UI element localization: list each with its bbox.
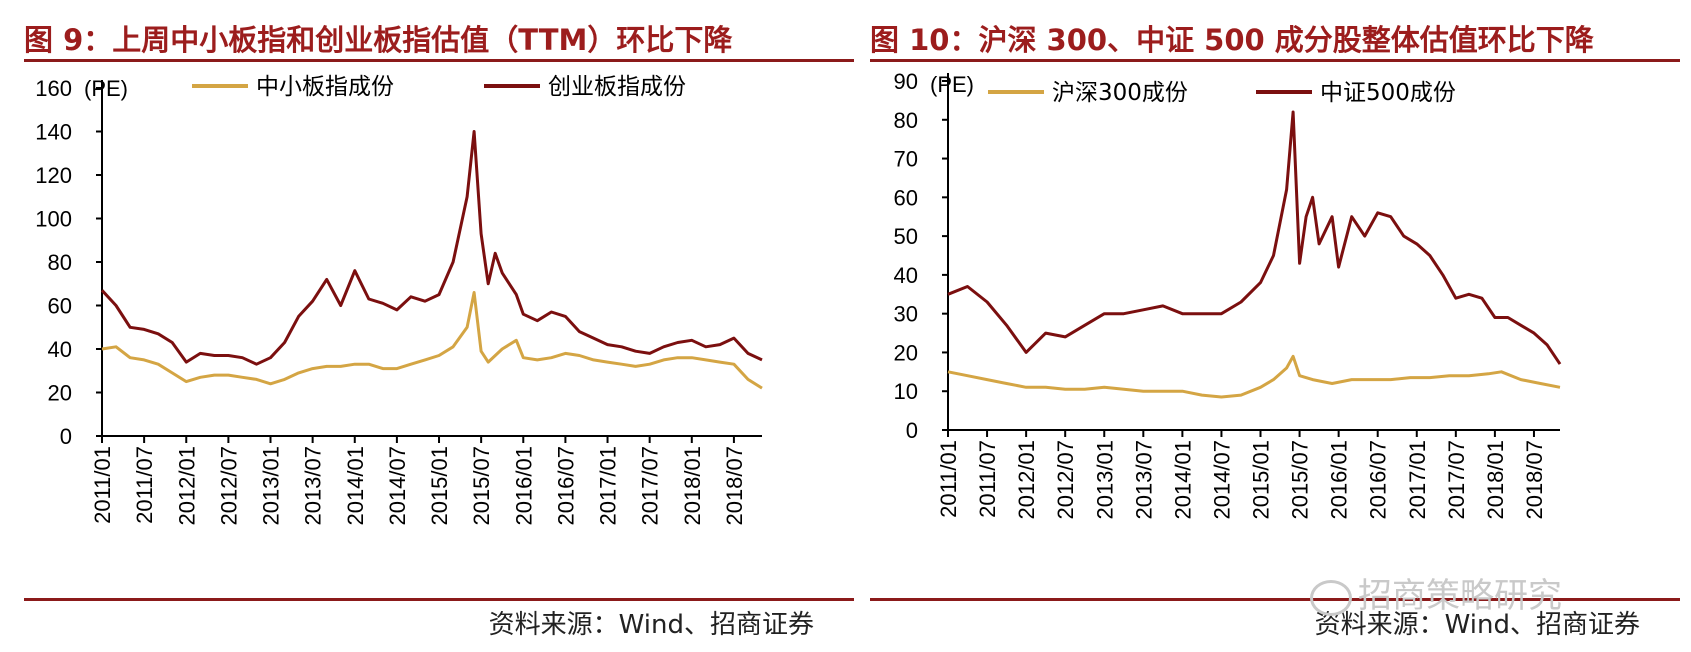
x-tick-label: 2017/07 bbox=[638, 446, 663, 526]
y-tick-label: 40 bbox=[48, 337, 72, 362]
source-rule bbox=[24, 598, 854, 601]
title-rule bbox=[24, 59, 854, 62]
x-tick-label: 2013/07 bbox=[301, 446, 326, 526]
x-tick-label: 2014/07 bbox=[385, 446, 410, 526]
x-tick-label: 2018/01 bbox=[680, 446, 705, 526]
x-tick-label: 2013/01 bbox=[1092, 440, 1117, 520]
y-tick-label: 20 bbox=[894, 340, 918, 365]
series-line-2 bbox=[947, 110, 1562, 365]
y-tick-label: 70 bbox=[894, 147, 918, 172]
x-tick-label: 2016/01 bbox=[511, 446, 536, 526]
x-tick-label: 2015/01 bbox=[427, 446, 452, 526]
figure-9-chart: 0 20 40 60 80 100 120 140 160 (PE) 2011/01 2011/07 2… bbox=[35, 74, 763, 526]
wechat-icon bbox=[1310, 579, 1352, 616]
series-line-1 bbox=[947, 354, 1561, 399]
x-tick-label: 2015/01 bbox=[1249, 440, 1274, 520]
figure-10-chart: 0 10 20 30 40 50 60 70 80 90 (PE) 2011/01 2011/07 201… bbox=[894, 69, 1562, 520]
x-tick-label: 2013/01 bbox=[259, 446, 284, 526]
series-line-1 bbox=[101, 291, 763, 390]
x-tick-label: 2016/07 bbox=[553, 446, 578, 526]
source-rule bbox=[870, 598, 1680, 601]
y-tick-label: 50 bbox=[894, 224, 918, 249]
x-tick-label: 2014/07 bbox=[1209, 440, 1234, 520]
y-tick-label: 140 bbox=[35, 120, 72, 145]
y-tick-label: 80 bbox=[48, 250, 72, 275]
x-tick-label: 2012/07 bbox=[1053, 440, 1078, 520]
watermark-text: 招商策略研究 bbox=[1358, 576, 1562, 616]
right-figure-panel: 图 10：沪深 300、中证 500 成分股整体估值环比下降 0 10 20 30 40… bbox=[870, 0, 1680, 652]
y-tick-label: 100 bbox=[35, 207, 72, 232]
x-tick-label: 2011/07 bbox=[975, 440, 1000, 518]
x-tick-label: 2014/01 bbox=[343, 446, 368, 526]
x-tick-label: 2018/07 bbox=[722, 446, 747, 526]
x-tick-label: 2015/07 bbox=[469, 446, 494, 526]
x-tick-label: 2013/07 bbox=[1131, 440, 1156, 520]
left-figure-panel: 图 9：上周中小板指和创业板指估值（TTM）环比下降 0 20 40 60 80 100 1… bbox=[24, 0, 854, 652]
x-tick-label: 2017/07 bbox=[1444, 440, 1469, 520]
y-tick-label: 60 bbox=[894, 185, 918, 210]
x-tick-label: 2014/01 bbox=[1170, 440, 1195, 520]
x-tick-label: 2016/07 bbox=[1366, 440, 1391, 520]
legend-label-2: 创业板指成份 bbox=[548, 74, 686, 100]
x-tick-label: 2012/01 bbox=[1014, 440, 1039, 520]
y-tick-label: 160 bbox=[35, 76, 72, 101]
y-tick-label: 0 bbox=[60, 424, 72, 449]
y-tick-label: 40 bbox=[894, 263, 918, 288]
y-tick-label: 90 bbox=[894, 69, 918, 94]
x-tick-label: 2016/01 bbox=[1327, 440, 1352, 520]
x-tick-label: 2011/01 bbox=[936, 440, 961, 518]
legend-label-1: 沪深300成份 bbox=[1052, 80, 1188, 106]
figure-9-source: 资料来源：Wind、招商证券 bbox=[488, 610, 814, 640]
y-tick-label: 10 bbox=[894, 379, 918, 404]
x-tick-label: 2011/07 bbox=[132, 446, 157, 524]
x-tick-label: 2012/01 bbox=[174, 446, 199, 526]
watermark: 招商策略研究 bbox=[1310, 568, 1562, 617]
x-tick-label: 2018/01 bbox=[1483, 440, 1508, 520]
y-tick-label: 120 bbox=[35, 163, 72, 188]
x-tick-label: 2017/01 bbox=[1405, 440, 1430, 520]
y-axis-unit-label: (PE) bbox=[84, 76, 128, 101]
x-tick-label: 2017/01 bbox=[596, 446, 621, 526]
x-tick-label: 2012/07 bbox=[216, 446, 241, 526]
series-line-2 bbox=[100, 130, 763, 366]
figure-10-title: 图 10：沪深 300、中证 500 成分股整体估值环比下降 bbox=[870, 23, 1594, 57]
y-tick-label: 0 bbox=[906, 418, 918, 443]
figure-10-source: 资料来源：Wind、招商证券 bbox=[1314, 610, 1640, 640]
x-tick-label: 2015/07 bbox=[1288, 440, 1313, 520]
legend-label-1: 中小板指成份 bbox=[256, 74, 394, 100]
y-tick-label: 80 bbox=[894, 108, 918, 133]
y-tick-label: 60 bbox=[48, 294, 72, 319]
y-axis-unit-label: (PE) bbox=[930, 72, 974, 97]
x-tick-label: 2018/07 bbox=[1522, 440, 1547, 520]
x-tick-label: 2011/01 bbox=[90, 446, 115, 524]
figure-9-title: 图 9：上周中小板指和创业板指估值（TTM）环比下降 bbox=[24, 23, 733, 57]
y-tick-label: 20 bbox=[48, 381, 72, 406]
y-tick-label: 30 bbox=[894, 302, 918, 327]
title-rule bbox=[870, 59, 1680, 62]
legend-label-2: 中证500成份 bbox=[1320, 80, 1456, 106]
